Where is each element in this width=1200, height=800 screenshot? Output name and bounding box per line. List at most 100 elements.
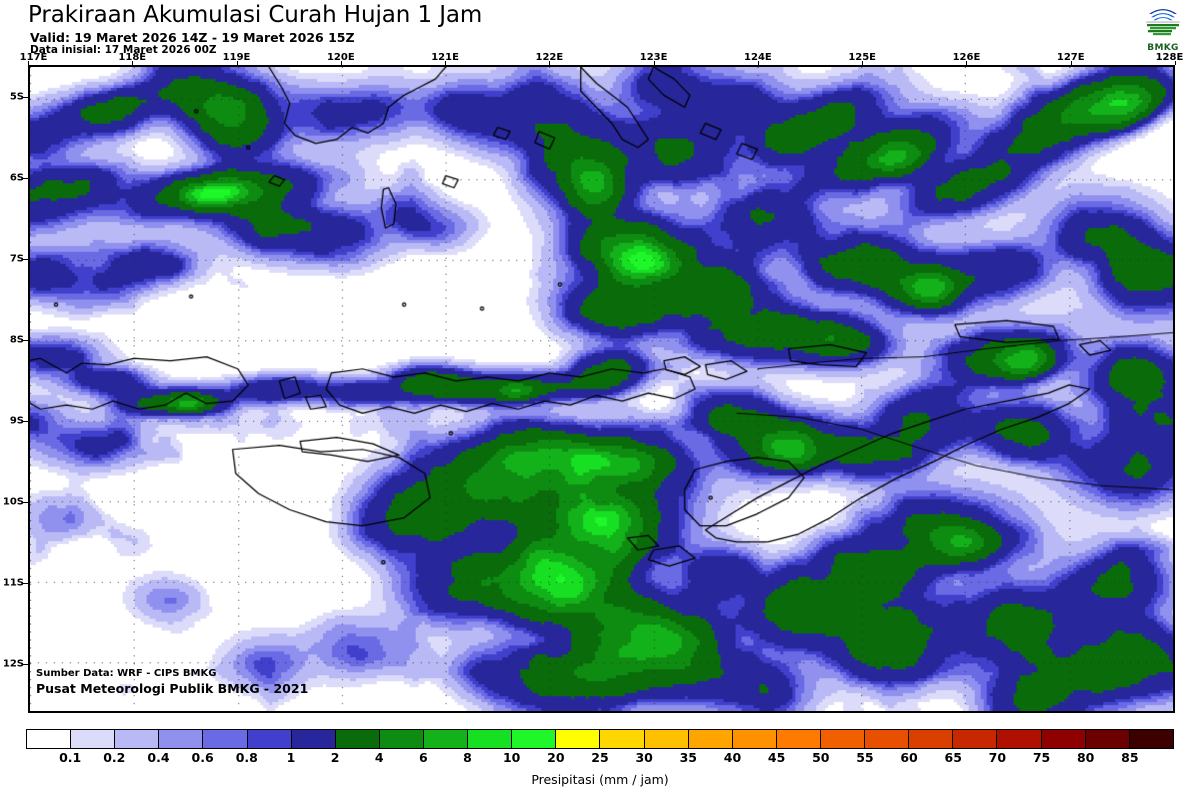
colorbar-tick: 70 [988, 750, 1007, 765]
colorbar-tick: 0.4 [147, 750, 170, 765]
lon-axis-tick [966, 61, 968, 65]
valid-period-text: Valid: 19 Maret 2026 14Z - 19 Maret 2026… [30, 30, 355, 45]
lat-axis-tick [23, 259, 28, 261]
colorbar-tick: 10 [502, 750, 521, 765]
lon-axis-tick [757, 61, 759, 65]
colorbar-cell-13 [600, 730, 645, 748]
colorbar-cell-4 [203, 730, 248, 748]
colorbar-tick: 0.2 [103, 750, 126, 765]
lon-axis-label: 123E [639, 52, 668, 63]
colorbar-tick: 25 [591, 750, 609, 765]
lon-axis-label: 124E [744, 52, 772, 63]
colorbar-cell-23 [1041, 730, 1086, 748]
bmkg-logo-icon [1145, 2, 1181, 38]
lon-axis-tick [340, 61, 342, 65]
lon-axis-tick [653, 61, 655, 65]
colorbar-cell-10 [468, 730, 513, 748]
bmkg-logo: BMKG [1134, 1, 1192, 53]
colorbar-tick: 60 [900, 750, 918, 765]
lon-axis-tick [445, 61, 447, 65]
lat-axis-label: 5S [9, 91, 24, 103]
colorbar-cell-12 [556, 730, 601, 748]
lon-axis-tick [236, 61, 238, 65]
colorbar-tick: 40 [723, 750, 742, 765]
colorbar-cell-16 [732, 730, 777, 748]
colorbar-cell-8 [379, 730, 424, 748]
lon-axis-label: 126E [952, 52, 981, 63]
lat-axis-tick [23, 421, 28, 423]
colorbar-tick: 35 [679, 750, 697, 765]
colorbar-cell-20 [909, 730, 954, 748]
lon-axis-tick [132, 61, 134, 65]
lat-axis-label: 8S [9, 334, 24, 346]
colorbar-cell-1 [71, 730, 116, 748]
lon-axis-label: 122E [535, 52, 564, 63]
precipitation-map[interactable] [28, 65, 1175, 713]
lat-axis-tick [23, 340, 28, 342]
lon-axis-tick [1175, 61, 1176, 65]
colorbar-cell-17 [776, 730, 821, 748]
colorbar-tick: 20 [547, 750, 565, 765]
colorbar-cell-3 [159, 730, 204, 748]
lon-axis-tick [549, 61, 551, 65]
colorbar-tick: 80 [1076, 750, 1095, 765]
colorbar-cell-25 [1129, 730, 1173, 748]
precipitation-field-canvas [30, 67, 1173, 711]
lat-axis-label: 12S [2, 658, 24, 670]
colorbar-tick: 6 [419, 750, 428, 765]
lon-axis-tick [862, 61, 864, 65]
lat-axis-label: 7S [9, 253, 24, 265]
colorbar-cell-6 [291, 730, 336, 748]
lat-axis-label: 6S [9, 172, 24, 184]
colorbar-cell-21 [953, 730, 998, 748]
colorbar-tick: 55 [856, 750, 874, 765]
colorbar-tick: 30 [635, 750, 653, 765]
colorbar-cell-14 [644, 730, 689, 748]
colorbar-tick: 65 [944, 750, 962, 765]
colorbar-axis-label: Presipitasi (mm / jam) [531, 772, 669, 787]
lon-axis-label: 117E [19, 52, 48, 63]
colorbar-cell-24 [1085, 730, 1130, 748]
colorbar-cell-2 [115, 730, 160, 748]
lat-axis-label: 10S [2, 496, 24, 508]
source-credit: Sumber Data: WRF - CIPS BMKG [36, 668, 217, 679]
lat-axis-label: 9S [9, 415, 24, 427]
lon-axis-label: 125E [848, 52, 877, 63]
colorbar-cell-22 [997, 730, 1042, 748]
colorbar [26, 729, 1174, 749]
colorbar-tick: 85 [1121, 750, 1139, 765]
colorbar-cell-15 [688, 730, 733, 748]
bmkg-logo-text: BMKG [1147, 43, 1179, 53]
initial-data-text: Data inisial: 17 Maret 2026 00Z [30, 44, 217, 56]
colorbar-tick-labels: 0.1 0.2 0.4 0.6 0.8 1 2 4 6 8 10 20 25 30 35 40 45 50 55 60… [26, 750, 1174, 766]
lat-axis-tick [23, 664, 28, 666]
lon-axis-tick [28, 61, 29, 65]
colorbar-cell-19 [865, 730, 910, 748]
lon-axis-label: 119E [222, 52, 251, 63]
lat-axis-label: 11S [2, 577, 24, 589]
colorbar-cell-11 [512, 730, 557, 748]
colorbar-tick: 45 [767, 750, 786, 765]
lat-axis-tick [23, 97, 28, 99]
lat-axis-tick [23, 502, 28, 504]
colorbar-tick: 0.6 [191, 750, 214, 765]
lon-axis-label: 121E [431, 52, 459, 63]
colorbar-tick: 8 [463, 750, 472, 765]
lon-axis-label: 120E [326, 52, 355, 63]
colorbar-cell-5 [247, 730, 292, 748]
colorbar-tick: 75 [1032, 750, 1051, 765]
colorbar-cell-18 [820, 730, 866, 748]
colorbar-tick: 4 [374, 750, 384, 765]
lon-axis-label: 127E [1056, 52, 1085, 63]
colorbar-tick: 1 [286, 750, 296, 765]
colorbar-tick: 0.8 [235, 750, 258, 765]
lon-axis-label: 118E [118, 52, 147, 63]
lon-axis-label: 128E [1155, 52, 1184, 63]
header: Prakiraan Akumulasi Curah Hujan 1 Jam Va… [0, 0, 1200, 62]
colorbar-tick: 50 [812, 750, 830, 765]
colorbar-swatches [26, 729, 1174, 749]
colorbar-cell-0 [27, 730, 72, 748]
page-title: Prakiraan Akumulasi Curah Hujan 1 Jam [28, 2, 483, 28]
colorbar-tick: 2 [330, 750, 340, 765]
